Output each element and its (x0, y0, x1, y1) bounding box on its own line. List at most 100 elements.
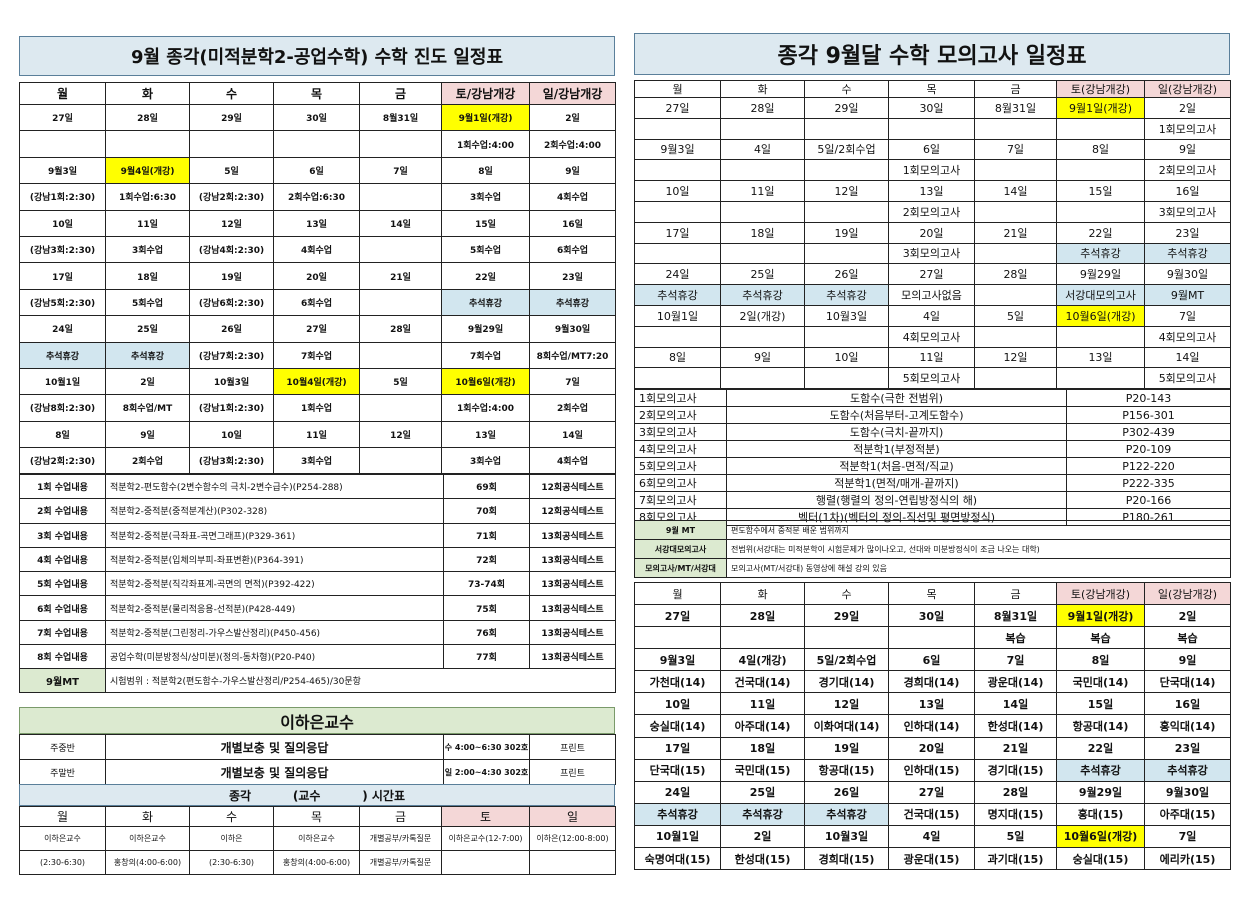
table-cell: 10월1일 (634, 824, 721, 849)
table-cell (974, 159, 1057, 182)
table-cell: 22일 (1056, 736, 1145, 760)
table-cell: 개별공부/카톡질문 (359, 826, 442, 851)
table-cell: 수 4:00~6:30 302호 (443, 734, 530, 760)
exam-row: 5회모의고사 적분학1(처음-면적/직교) P122-220 (634, 457, 1231, 475)
table-cell: P20-166 (1066, 491, 1231, 509)
table-cell (359, 341, 442, 369)
table-cell: 홍창의(4:00-6:00) (105, 850, 190, 875)
table-cell: 건국대(14) (720, 670, 805, 694)
table-cell: 9일 (1144, 138, 1231, 161)
table-cell: 10월1일 (634, 304, 721, 327)
table-cell: 3회 수업내용 (19, 522, 106, 548)
table-cell: 28일 (974, 263, 1057, 286)
table-cell (974, 242, 1057, 265)
table-cell: 이하은교수(12-7:00) (441, 826, 530, 851)
table-cell: 13일 (1056, 346, 1145, 369)
table-cell: 9월 MT (634, 520, 727, 540)
table-cell: 26일 (804, 780, 889, 804)
table-row: 1회모의고사 2회모의고사 (634, 159, 1231, 182)
table-cell: 14일 (359, 209, 442, 237)
table-row: 24일 25일 26일 27일 28일 9월29일 9월30일 (634, 263, 1231, 286)
table-cell: 28일 (105, 103, 190, 132)
table-cell: 30일 (273, 103, 360, 132)
table-cell: 편도함수에서 중적분 배운 범위까지 (726, 520, 1231, 540)
day-header: 금 (974, 80, 1057, 98)
right-university-calendar: 월 화 수 목 금 토(강남개강) 일(강남개강) 27일 28일 29일 30일 8월31일 9월1일… (634, 582, 1231, 871)
prof-row: 주중반 개별보충 및 질의응답 수 4:00~6:30 302호 프린트 (19, 734, 616, 760)
table-cell: 10월4일(개강) (273, 367, 360, 396)
table-cell: 13일 (888, 692, 975, 716)
table-cell: 71회 (443, 522, 530, 548)
table-cell: 4회모의고사 (888, 325, 975, 348)
table-cell: 24일 (634, 263, 721, 286)
table-cell: 9월29일 (1056, 263, 1145, 286)
table-row: 가천대(14) 건국대(14) 경기대(14) 경희대(14) 광운대(14) 국민대(1… (634, 670, 1231, 694)
day-header: 일(강남개강) (1144, 80, 1231, 98)
table-cell: 국민대(14) (1056, 670, 1145, 694)
table-cell: 복습 (1056, 626, 1145, 650)
table-cell: 6일 (273, 156, 360, 185)
table-cell: 13회공식테스트 (529, 595, 616, 621)
table-cell: 인하대(15) (888, 758, 975, 782)
table-cell: 9일 (1144, 648, 1231, 672)
table-cell: 8월31일 (359, 103, 442, 132)
table-cell: 27일 (888, 780, 975, 804)
content-row: 4회 수업내용 적분학2-중적분(입체의부피-좌표변환)(P364-391) 72회… (19, 546, 616, 573)
table-cell: 3회모의고사 (888, 242, 975, 265)
table-cell: 4회수업 (273, 235, 360, 264)
table-cell: 10월3일 (804, 304, 889, 327)
table-cell: 추석휴강 (634, 284, 721, 306)
table-cell: 추석휴강 (1056, 242, 1145, 265)
table-cell: 한성대(14) (974, 714, 1057, 738)
table-cell: 10월3일 (804, 824, 889, 849)
day-header: 수 (189, 806, 274, 827)
table-cell (359, 235, 442, 264)
day-header: 화 (105, 82, 190, 105)
table-cell: 9월30일 (1144, 263, 1231, 286)
table-row: 4회모의고사 4회모의고사 (634, 325, 1231, 348)
table-row: 10일 11일 12일 13일 14일 15일 16일 (634, 692, 1231, 716)
table-cell: 6일 (888, 648, 975, 672)
table-cell: 홍익대(14) (1144, 714, 1231, 738)
table-cell: 17일 (634, 736, 721, 760)
table-cell: 9월29일 (1056, 780, 1145, 804)
day-header: 월 (19, 806, 106, 827)
table-cell: 아주대(15) (1144, 802, 1231, 826)
table-cell: 3회모의고사 (634, 423, 727, 441)
table-cell: 13회공식테스트 (529, 522, 616, 548)
table-row: 9월3일 9월4일(개강) 5일 6일 7일 8일 9일 (19, 156, 616, 185)
table-cell: 7일 (1144, 304, 1231, 327)
table-cell: 12일 (804, 692, 889, 716)
table-cell: (강남5회:2:30) (19, 288, 106, 317)
table-cell: 12회공식테스트 (529, 473, 616, 500)
table-cell: 14일 (1144, 346, 1231, 369)
table-cell: 20일 (888, 221, 975, 244)
day-header: 일/강남개강 (529, 82, 616, 105)
table-cell (720, 626, 805, 650)
prof-row: 주말반 개별보충 및 질의응답 일 2:00~4:30 302호 프린트 (19, 759, 616, 785)
table-cell: 30일 (888, 603, 975, 628)
table-cell: 27일 (273, 315, 360, 343)
day-header: 토/강남개강 (441, 82, 530, 105)
table-cell: 2회 수업내용 (19, 498, 106, 524)
table-cell: 2일(개강) (720, 304, 805, 327)
day-header: 화 (720, 80, 805, 98)
table-cell: (강남4회:2:30) (189, 235, 274, 264)
table-cell: 도함수(극치-끝까지) (726, 423, 1067, 441)
table-cell: 4회수업 (529, 447, 616, 475)
content-row: 7회 수업내용 적분학2-중적분(그린정리-가우스발산정리)(P450-456) 7… (19, 619, 616, 646)
table-cell: 10일 (634, 180, 721, 202)
table-cell (189, 130, 274, 158)
day-header: 금 (974, 582, 1057, 605)
table-cell: 7회수업 (273, 341, 360, 369)
table-cell: 73-74회 (443, 571, 530, 597)
table-row: 8일 9일 10일 11일 12일 13일 14일 (19, 420, 616, 449)
table-cell: 16일 (1144, 692, 1231, 716)
table-cell: 도함수(처음부터-고계도함수) (726, 406, 1067, 424)
table-cell (974, 367, 1057, 390)
table-cell: 4회모의고사 (1144, 325, 1231, 348)
table-cell: 모의고사(MT/서강대) 동영상에 해설 강의 있음 (726, 558, 1231, 578)
table-cell: (강남1회:2:30) (189, 394, 274, 422)
day-header: 토(강남개강) (1056, 80, 1145, 98)
table-cell (359, 447, 442, 475)
